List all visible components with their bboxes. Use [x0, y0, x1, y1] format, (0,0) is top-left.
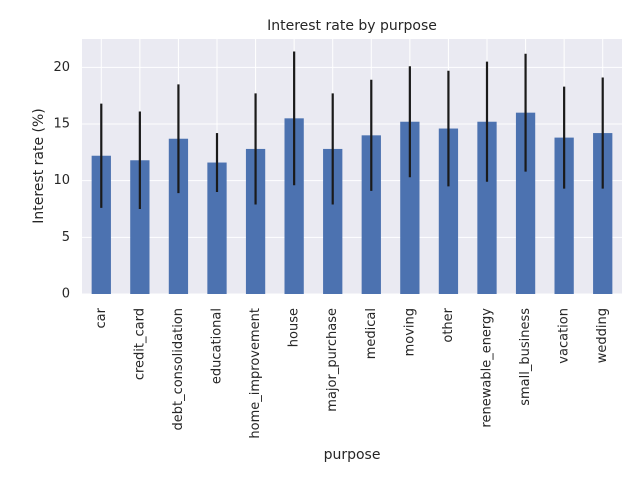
plot-background: [82, 39, 622, 294]
x-tick-labels: car credit_card debt_consolidation educatio…: [94, 307, 610, 438]
x-tick-label: vacation: [557, 308, 572, 364]
y-tick-label: 0: [62, 287, 70, 302]
x-tick-label: small_business: [518, 308, 533, 406]
x-tick-label: renewable_energy: [480, 308, 495, 428]
bar-car: [91, 155, 111, 294]
chart-title: Interest rate by purpose: [267, 18, 437, 34]
bar-small-business: [515, 112, 536, 295]
x-tick-label: medical: [364, 308, 379, 359]
bars: [91, 112, 613, 295]
y-axis-title: Interest rate (%): [31, 108, 47, 224]
y-tick-label: 20: [53, 60, 70, 75]
bar-medical: [361, 135, 381, 294]
bar-vacation: [554, 137, 574, 294]
x-axis-title: purpose: [324, 447, 381, 463]
bar-house: [284, 118, 304, 294]
bar-renewable-energy: [477, 121, 497, 294]
x-tick-label: credit_card: [132, 308, 147, 380]
bar-wedding: [593, 133, 613, 294]
error-bars: [100, 51, 604, 209]
bar-moving: [400, 121, 420, 294]
x-tick-label: moving: [402, 308, 417, 356]
x-tick-label: debt_consolidation: [171, 308, 186, 431]
y-tick-label: 15: [53, 117, 70, 132]
x-tick-label: car: [94, 307, 109, 328]
x-tick-label: major_purchase: [325, 308, 340, 412]
x-tick-label: house: [287, 308, 302, 347]
bar-other: [438, 128, 459, 294]
x-tick-label: educational: [210, 308, 225, 384]
bar-home-improvement: [245, 148, 266, 294]
y-tick-label: 5: [62, 230, 70, 245]
bar-educational: [207, 162, 227, 294]
bar-debt-consolidation: [168, 138, 189, 294]
x-tick-label: wedding: [595, 308, 610, 363]
y-tick-labels: 0 5 10 15 20: [53, 60, 70, 302]
bar-major-purchase: [323, 148, 343, 294]
x-tick-label: home_improvement: [248, 308, 263, 439]
bar-credit-card: [130, 160, 150, 294]
x-tick-label: other: [441, 307, 456, 342]
y-tick-label: 10: [53, 173, 70, 188]
